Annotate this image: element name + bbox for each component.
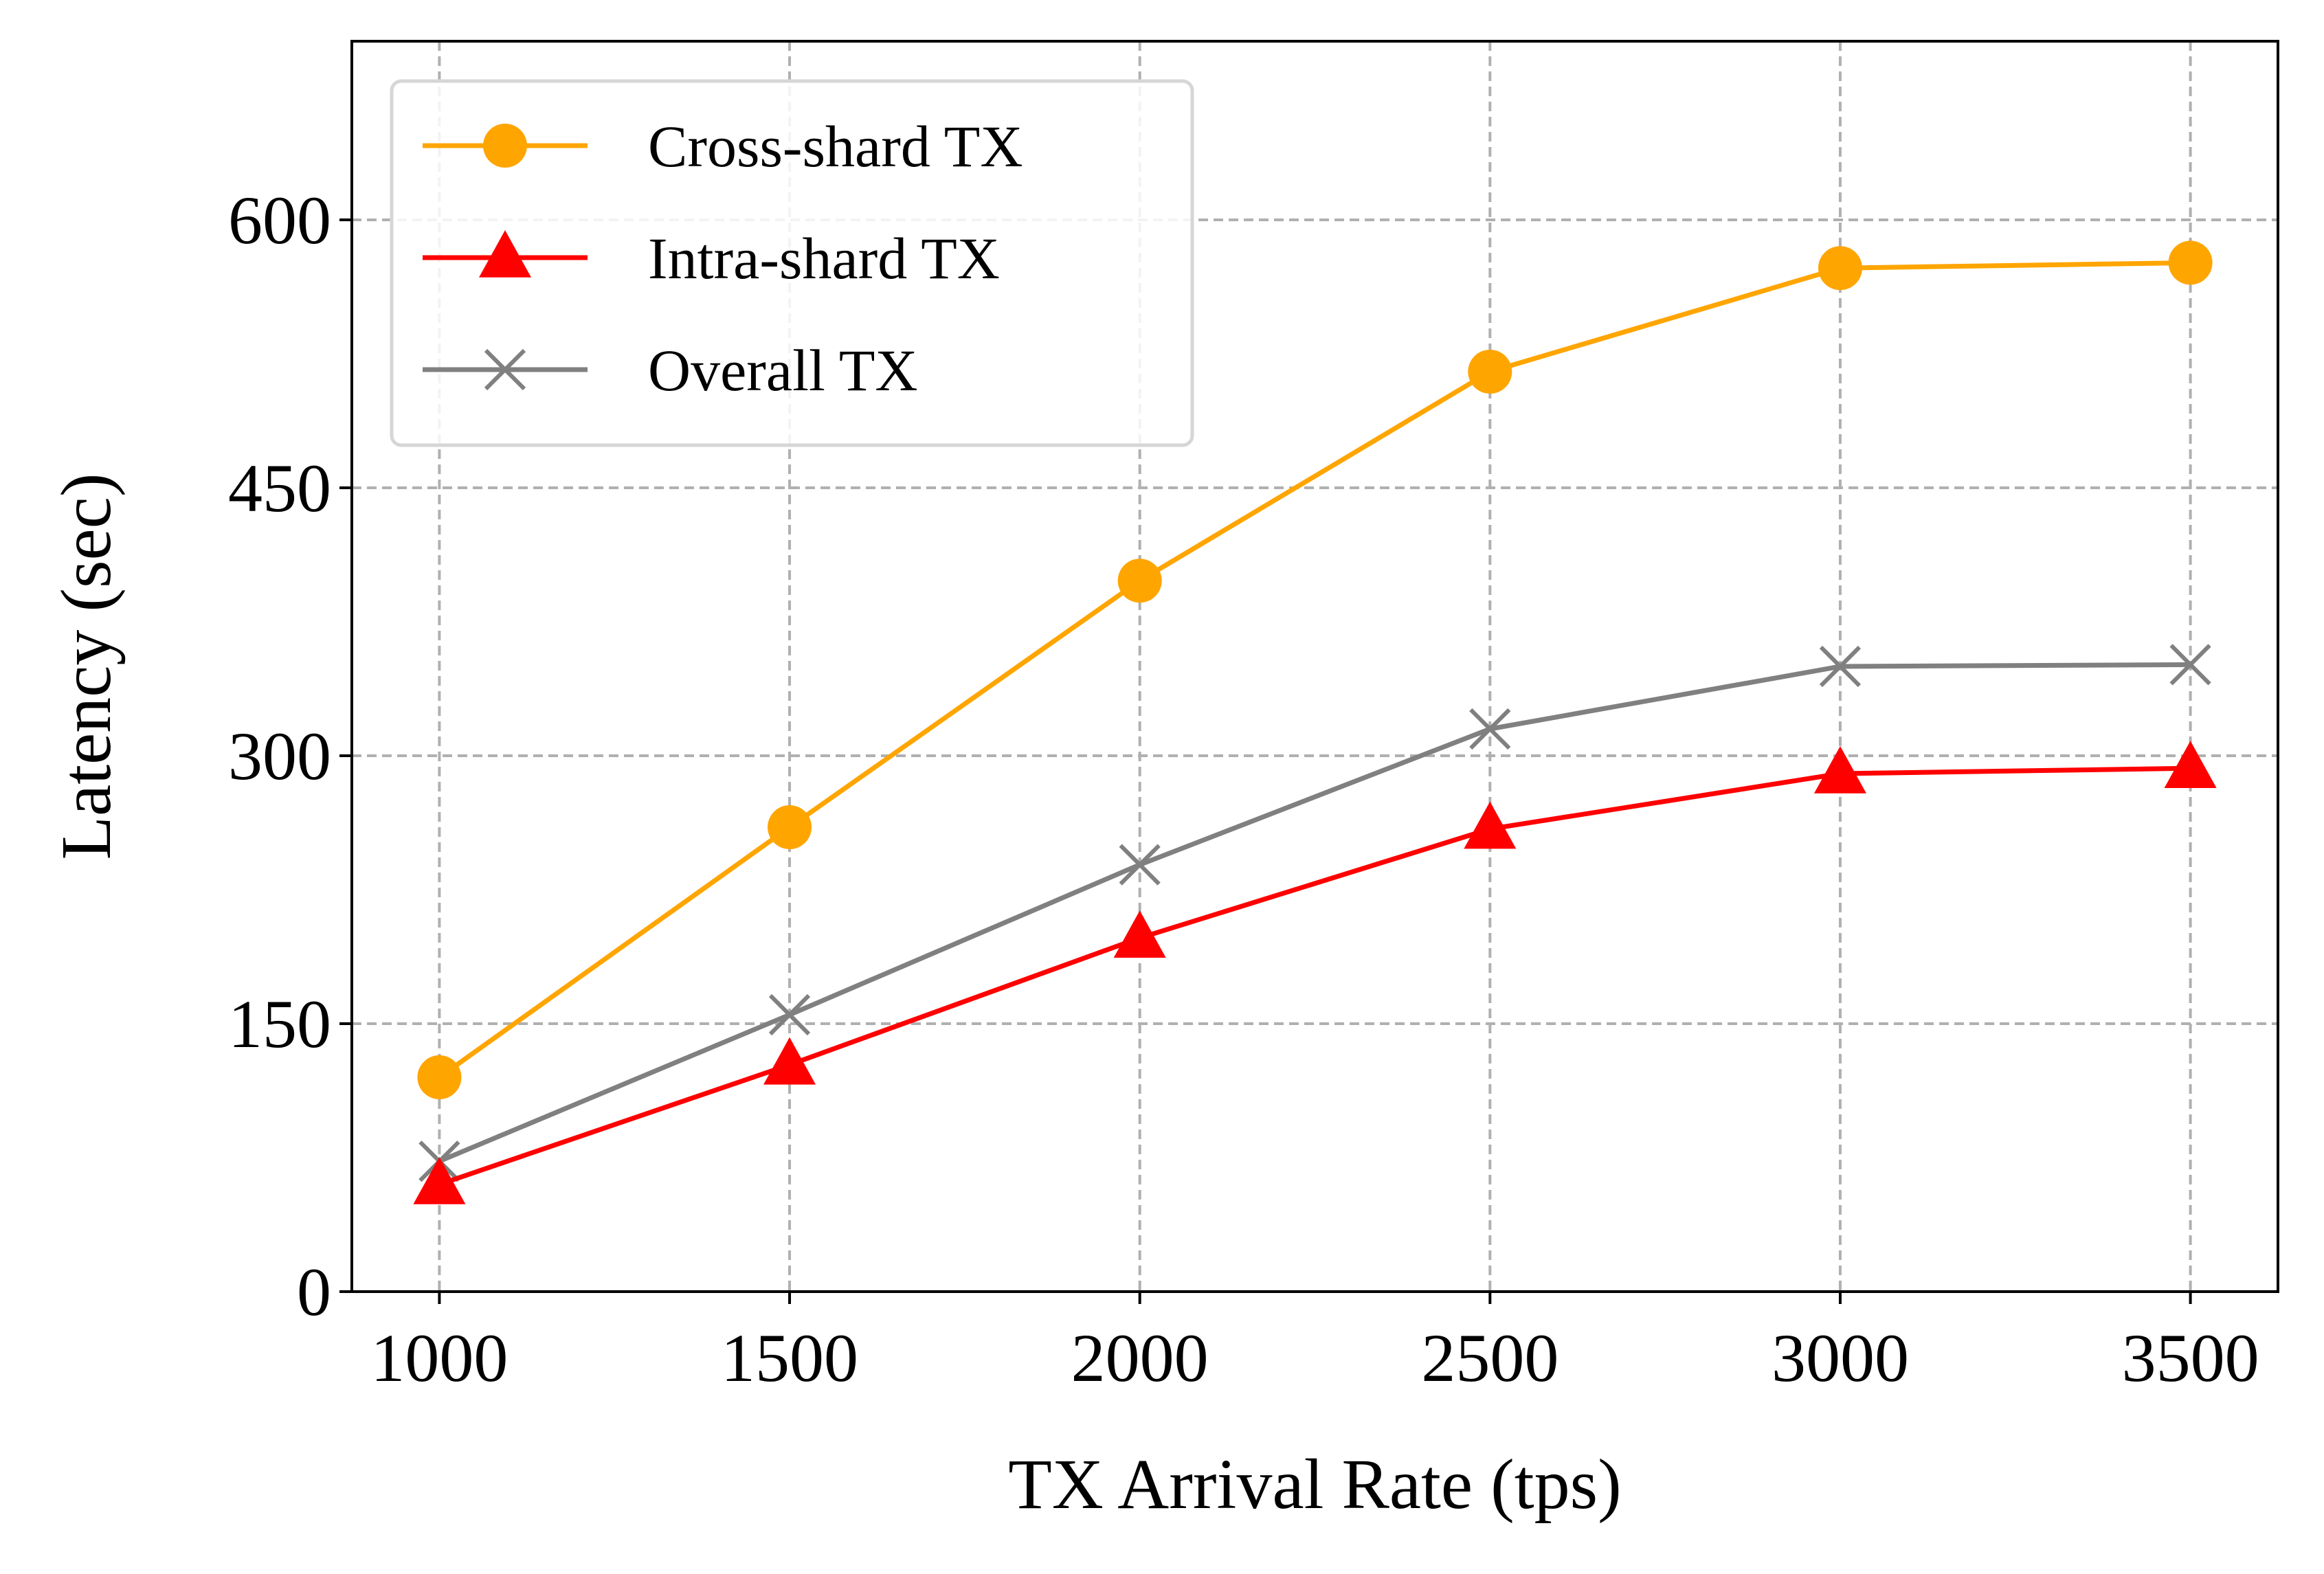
series-line (438, 260, 2191, 1079)
x-tick-label: 3500 (2122, 1320, 2259, 1396)
data-point (2168, 240, 2213, 285)
series-layer (413, 240, 2217, 1204)
y-tick-label: 300 (228, 718, 331, 794)
y-tick-label: 150 (228, 986, 331, 1062)
x-axis-ticks: 1000 1500 2000 2500 3000 3500 (370, 1292, 2259, 1396)
legend-marker (479, 230, 531, 278)
series-intra-shard-tx (413, 741, 2217, 1204)
data-point (417, 1055, 462, 1099)
legend: Cross-shard TX Intra-shard TX Overall TX (390, 79, 1194, 447)
x-tick-label: 2500 (1421, 1320, 1558, 1396)
data-point (768, 805, 812, 849)
y-tick-label: 450 (228, 450, 331, 526)
data-point (1819, 645, 1862, 688)
series-cross-shard-tx (417, 240, 2213, 1099)
y-tick-label: 600 (228, 182, 331, 258)
x-tick-label: 1500 (721, 1320, 858, 1396)
data-point (1813, 746, 1866, 794)
legend-marker (483, 124, 527, 168)
data-point (768, 993, 811, 1036)
x-tick-label: 1000 (370, 1320, 508, 1396)
data-point (1468, 350, 1512, 394)
data-point (1818, 246, 1862, 291)
legend-label: Cross-shard TX (648, 113, 1023, 179)
x-tick-label: 3000 (1772, 1320, 1909, 1396)
y-axis-title: Latency (sec) (47, 473, 126, 860)
series-line (438, 765, 2191, 1187)
data-point (1469, 708, 1511, 750)
plot-frame (350, 40, 2279, 1293)
legend-label: Intra-shard TX (648, 225, 1000, 291)
legend-marker (484, 348, 526, 391)
legend-box (390, 79, 1194, 447)
data-point (2164, 741, 2217, 788)
data-point (1117, 559, 1162, 603)
y-axis-ticks: 0 150 300 450 600 (228, 182, 352, 1330)
x-axis-title: TX Arrival Rate (tps) (1008, 1445, 1621, 1524)
data-point (1119, 844, 1161, 886)
data-point (1464, 801, 1517, 849)
series-line (438, 662, 2191, 1164)
data-point (1113, 910, 1166, 958)
y-tick-label: 0 (297, 1254, 331, 1330)
x-tick-label: 2000 (1071, 1320, 1209, 1396)
data-point (763, 1037, 816, 1085)
data-point (413, 1157, 466, 1204)
data-point (2169, 644, 2211, 686)
legend-label: Overall TX (648, 337, 917, 403)
